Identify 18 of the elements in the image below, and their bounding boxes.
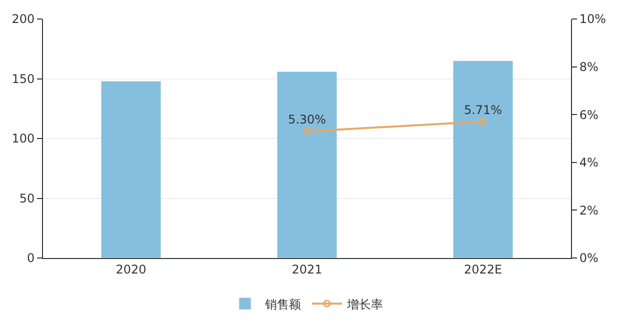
x-tick-label: 2021 (292, 262, 322, 276)
y-tick-label: 50 (19, 191, 35, 206)
y2-tick-label: 2% (579, 203, 598, 218)
y-tick-label: 200 (12, 12, 35, 26)
data-label: 5.71% (464, 102, 502, 117)
x-tick-label: 2020 (116, 262, 146, 276)
legend-label: 销售额 (264, 297, 301, 312)
legend-label: 增长率 (346, 297, 383, 312)
y-tick-label: 100 (12, 132, 35, 146)
y-tick-label: 0 (26, 251, 35, 266)
y2-tick-label: 8% (579, 60, 598, 74)
y2-tick-label: 6% (579, 108, 598, 122)
data-label: 5.30% (288, 112, 326, 127)
y2-tick-label: 4% (579, 156, 598, 170)
y-tick-label: 150 (12, 72, 35, 86)
x-tick-label: 2022E (464, 262, 502, 276)
y2-tick-label: 10% (579, 12, 606, 26)
y2-tick-label: 0% (579, 251, 598, 266)
